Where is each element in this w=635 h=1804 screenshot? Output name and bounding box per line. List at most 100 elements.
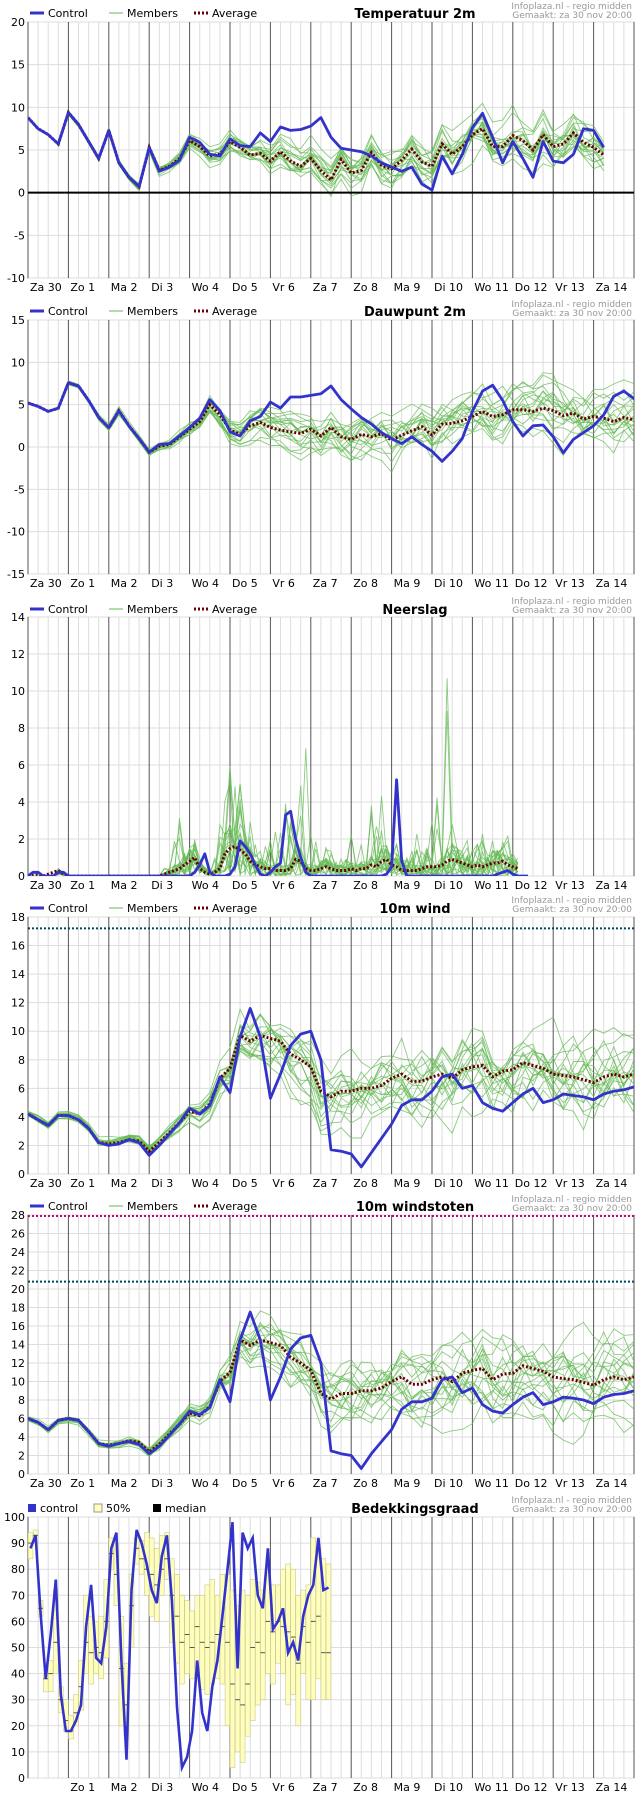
y-tick-label-gust: 16 bbox=[11, 1320, 25, 1333]
cloud-band-box bbox=[270, 1584, 276, 1685]
y-tick-label-gust: 22 bbox=[11, 1265, 25, 1278]
x-tick-label: Wo 11 bbox=[474, 1781, 508, 1794]
made-line: Gemaakt: za 30 nov 20:00 bbox=[512, 11, 632, 21]
x-tick-label: Ma 2 bbox=[111, 879, 138, 892]
x-tick-label: Zo 8 bbox=[353, 1177, 378, 1190]
source-line: Infoplaza.nl - regio midden bbox=[511, 597, 632, 607]
x-tick-label: Za 7 bbox=[313, 281, 338, 294]
x-tick-label: Di 10 bbox=[434, 577, 463, 590]
x-tick-label: Vr 13 bbox=[555, 281, 585, 294]
member-series bbox=[28, 799, 519, 876]
y-tick-label-cloud: 60 bbox=[11, 1615, 25, 1628]
chart-title: Dauwpunt 2m bbox=[364, 305, 466, 320]
legend-band-swatch bbox=[93, 1503, 103, 1513]
x-tick-label: Do 5 bbox=[232, 577, 258, 590]
y-tick-label-wind: 2 bbox=[18, 1139, 25, 1152]
y-tick-label-wind: 16 bbox=[11, 940, 25, 953]
y-tick-label-precip: 0 bbox=[18, 870, 25, 883]
y-tick-label-gust: 6 bbox=[18, 1413, 25, 1426]
legend-members-label: Members bbox=[127, 305, 178, 318]
member-series bbox=[28, 1016, 634, 1154]
y-tick-label-temp: -10 bbox=[7, 272, 25, 285]
plot-series-group bbox=[28, 678, 528, 876]
panel-precip: 0 2 4 6 8 10 12 14 Za 30 Zo 1 Ma 2 Di 3 Wo 4 Do 5 Vr 6… bbox=[11, 597, 635, 892]
member-series bbox=[28, 1035, 634, 1148]
legend-average-label: Average bbox=[212, 1200, 257, 1213]
x-tick-label: Wo 11 bbox=[474, 1177, 508, 1190]
x-tick-label: Do 12 bbox=[515, 879, 548, 892]
panel-wind: 0 2 4 6 8 10 12 14 16 18 Za 30 Zo 1 Ma 2 Di 3 Wo 4 Do 5… bbox=[11, 896, 635, 1190]
legend-control-label: Control bbox=[48, 305, 88, 318]
cloud-band-box bbox=[184, 1600, 190, 1674]
cloud-band-box bbox=[229, 1589, 236, 1768]
cloud-band-box bbox=[260, 1589, 266, 1700]
y-tick-label-temp: 5 bbox=[18, 144, 25, 157]
x-tick-label: Wo 11 bbox=[474, 1477, 508, 1490]
y-tick-label-dew: -15 bbox=[7, 568, 25, 581]
cloud-band-box bbox=[245, 1595, 251, 1737]
cloud-band-box bbox=[179, 1595, 185, 1685]
legend-members-label: Members bbox=[127, 7, 178, 20]
y-tick-label-gust: 24 bbox=[11, 1246, 25, 1259]
x-tick-label: Vr 6 bbox=[272, 577, 295, 590]
x-tick-label: Vr 6 bbox=[272, 281, 295, 294]
x-tick-label: Ma 9 bbox=[394, 1177, 421, 1190]
y-tick-label-cloud: 100 bbox=[4, 1511, 25, 1524]
cloud-band-box bbox=[189, 1610, 195, 1680]
x-tick-label: Za 14 bbox=[596, 1781, 628, 1794]
chart-title: Neerslag bbox=[382, 603, 447, 618]
x-tick-label: Za 14 bbox=[596, 1477, 628, 1490]
x-tick-label: Zo 8 bbox=[353, 577, 378, 590]
chart-title: 10m windstoten bbox=[356, 1200, 474, 1215]
member-series bbox=[28, 1310, 634, 1451]
legend-band-label: 50% bbox=[106, 1502, 130, 1515]
y-tick-label-precip: 6 bbox=[18, 759, 25, 772]
y-tick-label-precip: 8 bbox=[18, 722, 25, 735]
x-tick-label: Do 5 bbox=[232, 1177, 258, 1190]
cloud-band-box bbox=[209, 1579, 215, 1685]
plot-series-group bbox=[28, 102, 634, 198]
legend-average-label: Average bbox=[212, 305, 257, 318]
x-tick-label: Wo 4 bbox=[192, 577, 219, 590]
x-tick-label: Zo 8 bbox=[353, 1781, 378, 1794]
x-tick-label: Ma 9 bbox=[394, 1477, 421, 1490]
x-tick-label: Di 3 bbox=[151, 577, 173, 590]
legend-members-label: Members bbox=[127, 1200, 178, 1213]
plot-series-group bbox=[28, 927, 634, 1169]
x-tick-label: Di 3 bbox=[151, 1781, 173, 1794]
member-series bbox=[28, 1044, 634, 1150]
cloud-band-box bbox=[194, 1595, 200, 1669]
x-tick-label: Wo 11 bbox=[474, 879, 508, 892]
cloud-band-box bbox=[250, 1579, 256, 1721]
cloud-band-box bbox=[290, 1568, 296, 1695]
source-line: Infoplaza.nl - regio midden bbox=[511, 1496, 632, 1506]
x-tick-label: Zo 8 bbox=[353, 281, 378, 294]
plot-series-group bbox=[28, 372, 634, 474]
chart-title: 10m wind bbox=[379, 902, 450, 917]
y-tick-label-dew: -5 bbox=[14, 483, 25, 496]
member-series bbox=[28, 1325, 634, 1458]
plot-series-group bbox=[28, 1215, 634, 1470]
x-tick-label: Vr 6 bbox=[272, 879, 295, 892]
y-tick-label-cloud: 10 bbox=[11, 1746, 25, 1759]
y-tick-label-precip: 2 bbox=[18, 833, 25, 846]
x-tick-label: Za 14 bbox=[596, 577, 628, 590]
y-tick-label-cloud: 20 bbox=[11, 1720, 25, 1733]
member-series bbox=[28, 1025, 634, 1149]
plot-series-group bbox=[28, 1522, 332, 1773]
y-tick-label-wind: 6 bbox=[18, 1082, 25, 1095]
x-tick-label: Wo 4 bbox=[192, 281, 219, 294]
source-line: Infoplaza.nl - regio midden bbox=[511, 1195, 632, 1205]
x-tick-label: Zo 1 bbox=[70, 1477, 95, 1490]
y-tick-label-temp: 15 bbox=[11, 59, 25, 72]
x-tick-label: Ma 2 bbox=[111, 1781, 138, 1794]
x-tick-label: Do 5 bbox=[232, 281, 258, 294]
x-tick-label: Za 7 bbox=[313, 1177, 338, 1190]
x-tick-label: Ma 2 bbox=[111, 281, 138, 294]
y-tick-label-wind: 10 bbox=[11, 1025, 25, 1038]
control-series bbox=[28, 111, 605, 192]
x-tick-label: Ma 9 bbox=[394, 1781, 421, 1794]
